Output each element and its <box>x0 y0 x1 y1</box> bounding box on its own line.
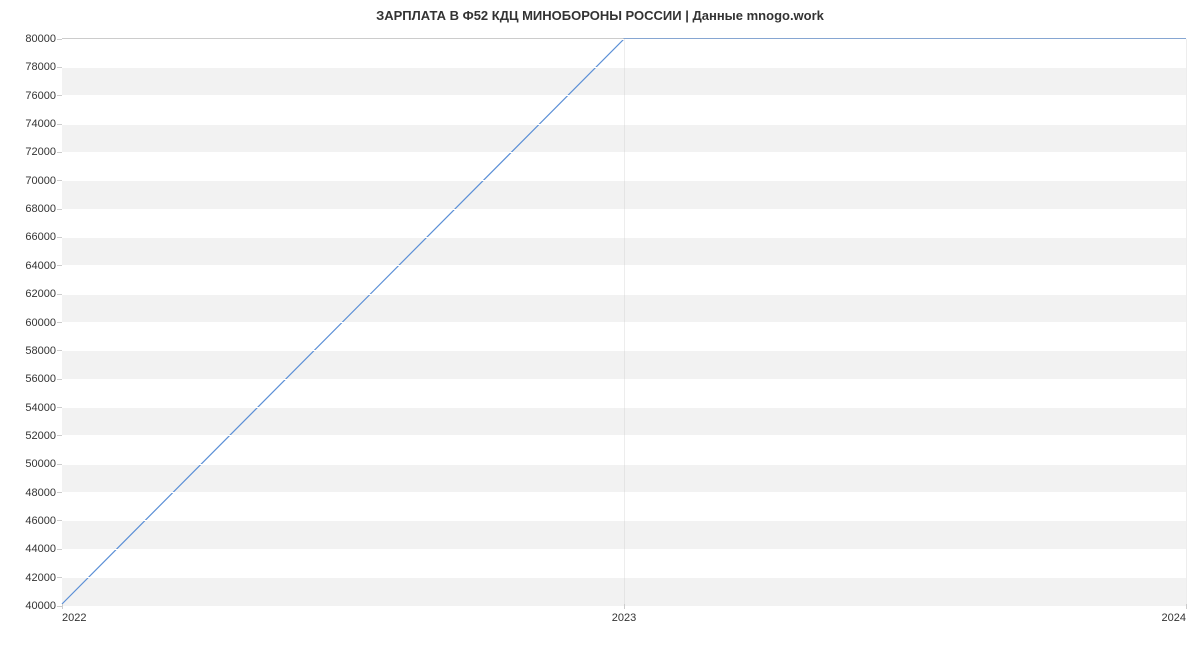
y-tick <box>57 549 62 550</box>
y-tick <box>57 464 62 465</box>
y-tick <box>57 492 62 493</box>
y-axis-label: 40000 <box>25 600 56 612</box>
y-tick <box>57 39 62 40</box>
x-axis-label: 2023 <box>612 612 636 624</box>
y-axis-label: 58000 <box>25 345 56 357</box>
y-axis-label: 64000 <box>25 260 56 272</box>
y-axis-label: 80000 <box>25 33 56 45</box>
y-axis-label: 66000 <box>25 231 56 243</box>
x-tick <box>624 604 625 609</box>
y-tick <box>57 577 62 578</box>
y-tick <box>57 520 62 521</box>
chart-title: ЗАРПЛАТА В Ф52 КДЦ МИНОБОРОНЫ РОССИИ | Д… <box>0 8 1200 23</box>
salary-line-chart: ЗАРПЛАТА В Ф52 КДЦ МИНОБОРОНЫ РОССИИ | Д… <box>0 0 1200 650</box>
x-tick <box>1186 604 1187 609</box>
y-tick <box>57 67 62 68</box>
y-axis-label: 62000 <box>25 288 56 300</box>
x-grid-line <box>1186 39 1187 604</box>
y-axis-label: 52000 <box>25 430 56 442</box>
y-axis-label: 54000 <box>25 402 56 414</box>
y-tick <box>57 350 62 351</box>
y-axis-label: 42000 <box>25 572 56 584</box>
y-tick <box>57 152 62 153</box>
y-tick <box>57 180 62 181</box>
y-tick <box>57 237 62 238</box>
y-tick <box>57 407 62 408</box>
y-tick <box>57 95 62 96</box>
y-axis-label: 76000 <box>25 90 56 102</box>
x-axis-label: 2022 <box>62 612 86 624</box>
y-tick <box>57 294 62 295</box>
y-tick <box>57 322 62 323</box>
y-axis-label: 68000 <box>25 203 56 215</box>
y-axis-label: 60000 <box>25 317 56 329</box>
y-axis-label: 56000 <box>25 373 56 385</box>
y-tick <box>57 265 62 266</box>
y-axis-label: 78000 <box>25 61 56 73</box>
y-tick <box>57 435 62 436</box>
y-axis-label: 46000 <box>25 515 56 527</box>
x-tick <box>62 604 63 609</box>
plot-area: 4000042000440004600048000500005200054000… <box>62 38 1186 605</box>
y-axis-label: 70000 <box>25 175 56 187</box>
y-axis-label: 50000 <box>25 458 56 470</box>
y-axis-label: 48000 <box>25 487 56 499</box>
y-axis-label: 74000 <box>25 118 56 130</box>
x-grid-line <box>624 39 625 604</box>
x-axis-label: 2024 <box>1162 612 1186 624</box>
y-axis-label: 44000 <box>25 543 56 555</box>
y-tick <box>57 124 62 125</box>
y-axis-label: 72000 <box>25 146 56 158</box>
y-tick <box>57 379 62 380</box>
y-tick <box>57 209 62 210</box>
